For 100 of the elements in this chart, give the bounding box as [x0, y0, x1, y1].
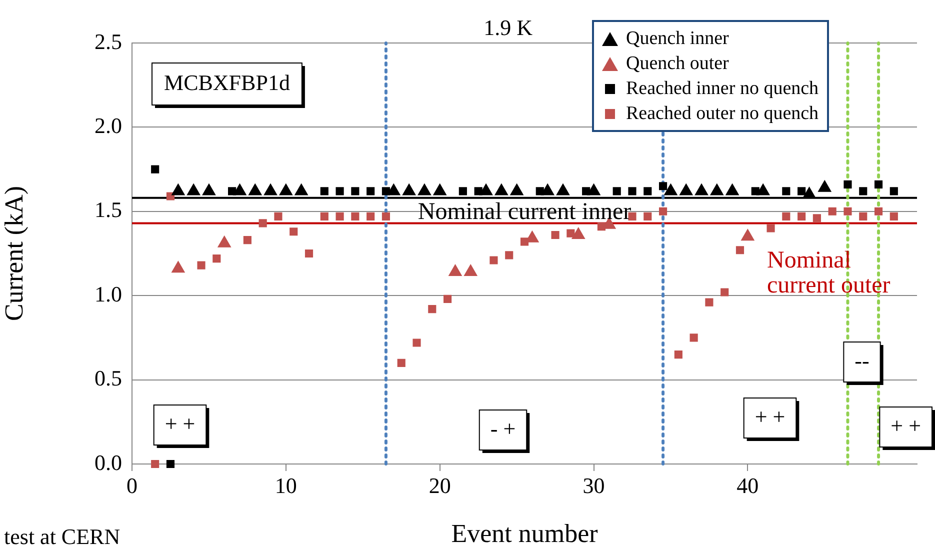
point: [644, 212, 652, 220]
point: [756, 184, 770, 196]
point: [726, 184, 739, 196]
annotation: + +: [890, 412, 922, 438]
point: [464, 264, 478, 276]
point: [187, 184, 200, 196]
point: [798, 187, 806, 196]
point: [320, 187, 328, 196]
point: [628, 187, 636, 196]
point: [612, 187, 621, 196]
point: [479, 184, 493, 196]
point: [248, 184, 262, 196]
x-tick-label: 10: [274, 472, 297, 498]
point: [336, 212, 344, 220]
annotation: + +: [754, 404, 786, 429]
point: [428, 305, 436, 314]
point: [782, 187, 790, 196]
point: [490, 256, 498, 264]
point: [279, 184, 292, 196]
point: [720, 288, 729, 296]
point: [587, 184, 600, 196]
point: [510, 184, 524, 196]
point: [197, 261, 206, 270]
point: [710, 184, 724, 196]
point: [526, 230, 539, 242]
point: [458, 187, 467, 196]
point: [859, 212, 868, 220]
point: [212, 254, 221, 263]
point: [844, 180, 852, 188]
y-tick-label: 0.0: [94, 450, 122, 475]
point: [812, 214, 821, 222]
point: [304, 249, 314, 258]
point: [551, 230, 560, 240]
point: [844, 207, 852, 216]
point: [766, 224, 775, 232]
point: [874, 180, 883, 188]
point: [782, 212, 790, 220]
point: [433, 184, 446, 196]
legend-label: Reached outer no quench: [626, 102, 819, 126]
x-tick-label: 20: [428, 472, 451, 498]
point: [494, 184, 508, 196]
x-axis-title: Event number: [451, 519, 598, 548]
point: [741, 229, 754, 241]
point: [541, 184, 554, 196]
point: [818, 180, 832, 192]
point: [680, 184, 693, 196]
point: [802, 187, 816, 199]
ref-line-label: Nominal current outer: [767, 247, 890, 298]
point: [151, 460, 160, 468]
point: [505, 251, 514, 260]
point: [166, 192, 175, 200]
legend-label: Reached inner no quench: [626, 77, 819, 101]
point: [890, 212, 898, 220]
point: [664, 184, 678, 196]
y-axis-title: Current (kA): [0, 186, 28, 322]
point: [644, 187, 652, 196]
point: [736, 246, 744, 254]
chart-subtitle: 1.9 K: [484, 14, 533, 40]
point: [658, 207, 668, 216]
point: [151, 165, 160, 174]
point: [412, 338, 421, 347]
point: [444, 294, 452, 304]
point: [694, 184, 708, 196]
point: [859, 187, 868, 196]
x-tick-label: 0: [126, 472, 138, 498]
point: [556, 184, 570, 196]
text: test at CERN: [4, 524, 120, 549]
text: MCBXFBP1d: [164, 70, 290, 95]
point: [202, 184, 216, 196]
point: [566, 229, 575, 238]
point: [387, 184, 400, 196]
y-tick-label: 1.5: [94, 197, 122, 222]
point: [418, 184, 432, 196]
point: [690, 334, 698, 342]
point: [264, 184, 278, 196]
y-tick-label: 2.0: [94, 112, 122, 138]
point: [402, 184, 416, 196]
legend-label: Quench outer: [626, 52, 729, 76]
point: [351, 187, 360, 196]
point: [233, 184, 246, 196]
point: [294, 184, 308, 196]
point: [890, 187, 898, 196]
point: [674, 350, 682, 359]
point: [397, 358, 406, 367]
point: [366, 187, 375, 196]
point: [166, 460, 175, 468]
point: [274, 212, 282, 220]
point: [705, 298, 714, 306]
point: [258, 219, 267, 228]
point: [218, 236, 231, 248]
annotation: + +: [164, 410, 196, 436]
point: [243, 236, 252, 244]
point: [828, 207, 836, 216]
point: [382, 212, 390, 220]
point: [351, 212, 360, 220]
y-tick-label: 1.0: [94, 281, 122, 306]
point: [658, 182, 668, 190]
ref-line-label: Nominal current inner: [418, 199, 632, 226]
point: [798, 212, 806, 220]
point: [336, 187, 344, 196]
